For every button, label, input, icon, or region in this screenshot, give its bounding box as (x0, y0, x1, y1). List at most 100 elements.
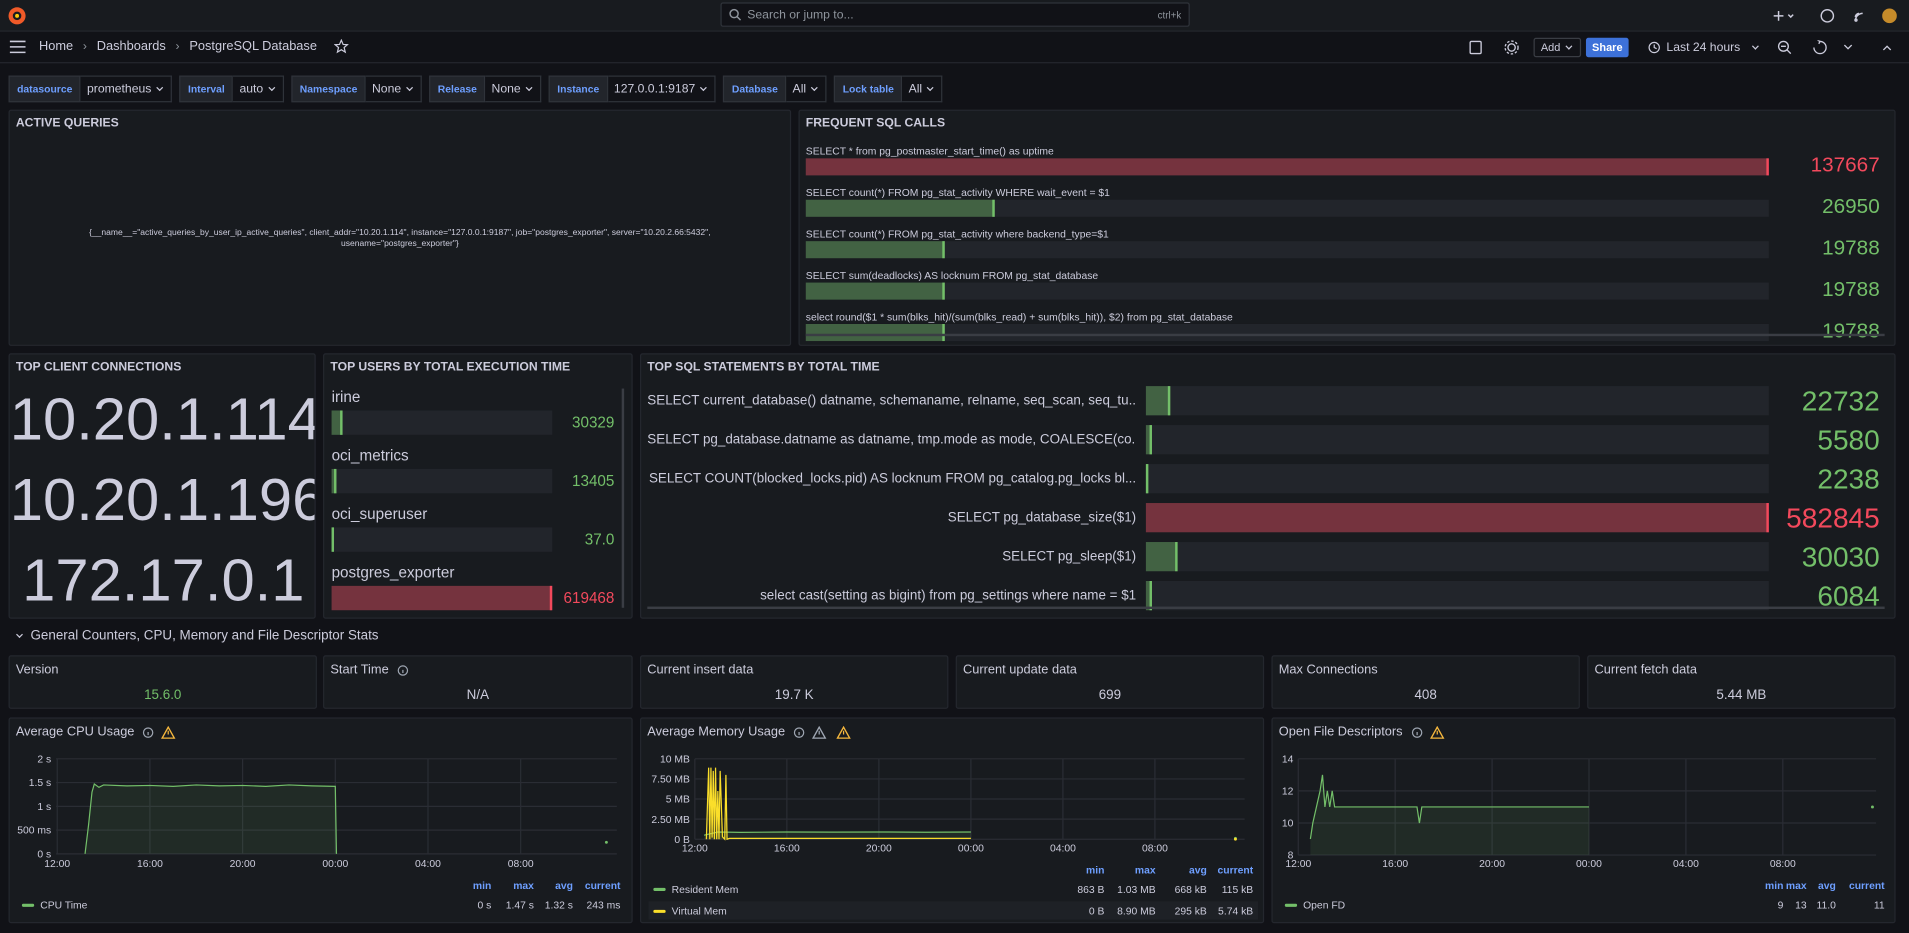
legend-row-bg (648, 901, 1259, 920)
panel-title: Version (16, 663, 59, 678)
bar-value: 30329 (572, 414, 615, 432)
query-label: {__name__="active_queries_by_user_ip_act… (89, 228, 711, 249)
legend-stat: 8.90 MB (1117, 907, 1156, 918)
series-area (1310, 774, 1589, 856)
bar-track (331, 527, 553, 552)
legend-swatch (653, 909, 666, 913)
top-client-panel: TOP CLIENT CONNECTIONS 10.20.1.114 10.20.1… (8, 353, 316, 619)
panel-icons[interactable] (1411, 725, 1445, 739)
share-button[interactable]: Share (1585, 37, 1629, 58)
bar-track (331, 468, 553, 494)
x-tick-label: 20:00 (230, 859, 256, 870)
bar-track (805, 241, 1769, 259)
variable-value: None (491, 82, 521, 96)
x-tick-label: 08:00 (508, 859, 534, 870)
topbar-icons[interactable] (1770, 7, 1904, 24)
variable-select[interactable]: prometheus (80, 75, 173, 103)
stat-value: 19.7 K (774, 688, 814, 703)
panel-title: TOP USERS BY TOTAL EXECUTION TIME (330, 360, 571, 374)
chevron (927, 83, 935, 91)
legend-stat: 1.47 s (506, 901, 534, 912)
y-tick-label: 10 MB (660, 754, 690, 765)
time-picker[interactable]: Last 24 hours (1648, 38, 1760, 57)
breadcrumb[interactable]: PostgreSQL Database (189, 38, 317, 54)
legend-swatch (1284, 903, 1298, 907)
search-box[interactable]: Search or jump to... ctrl+k (720, 2, 1190, 27)
legend-stat: 1.32 s (545, 901, 573, 912)
legend-column-header: current (1849, 881, 1885, 892)
panel-icons[interactable] (143, 725, 177, 739)
row-header[interactable]: General Counters, CPU, Memory and File D… (15, 628, 379, 643)
bar-label: oci_superuser (331, 505, 428, 523)
chart-title: Average Memory Usage (647, 724, 786, 740)
bar-label: SELECT pg_sleep($1) (1002, 549, 1137, 564)
bar (1145, 542, 1178, 572)
top-users-panel: TOP USERS BY TOTAL EXECUTION TIME irine 30… (323, 353, 633, 619)
y-tick-label: 1.5 s (29, 778, 51, 789)
menu-icon[interactable] (9, 40, 26, 54)
x-tick-label: 20:00 (866, 843, 892, 854)
legend-column-header: min (1765, 881, 1783, 892)
panel-title: Start Time (330, 663, 408, 677)
toolbar-icons[interactable] (1468, 40, 1527, 55)
bar-label: SELECT count(*) FROM pg_stat_activity wh… (805, 227, 1109, 240)
stat-panel: Max Connections 408 (1271, 655, 1580, 709)
variable: Release None (429, 75, 542, 103)
variable-select[interactable]: None (485, 75, 542, 103)
variable-label: Namespace (291, 75, 366, 103)
legend-column-header: max (513, 881, 534, 892)
variable-select[interactable]: auto (233, 75, 284, 103)
timeseries-panel: Open File Descriptors 8 10 12 14 12:00 16:00 20… (1271, 717, 1896, 924)
breadcrumb[interactable]: Dashboards (96, 38, 166, 54)
y-tick-label: 1 s (37, 802, 51, 813)
variable-select[interactable]: All (902, 75, 943, 103)
y-tick-label: 0 s (37, 849, 51, 860)
breadcrumb[interactable]: Home (39, 38, 74, 54)
bar-label: SELECT current_database() datname, schem… (647, 393, 1137, 409)
legend-column-header: avg (1818, 881, 1836, 892)
bar (1145, 503, 1769, 533)
legend-column-header: avg (1189, 865, 1207, 876)
variable-select[interactable]: None (365, 75, 422, 103)
bar-track (1145, 542, 1769, 572)
legend-column-header: current (1218, 865, 1254, 876)
search-icon (729, 8, 742, 21)
bar-value: 37.0 (584, 531, 615, 549)
legend-column-header: min (1086, 865, 1104, 876)
bar-track (805, 323, 1769, 342)
variable: Interval auto (179, 75, 284, 103)
star-icon[interactable] (334, 38, 349, 54)
y-tick-label: 7.50 MB (651, 775, 690, 786)
top-sql-panel: TOP SQL STATEMENTS BY TOTAL TIME SELECT c… (639, 353, 1896, 619)
info-icon[interactable] (397, 664, 408, 676)
bar (331, 585, 553, 611)
legend-name: Open FD (1303, 901, 1345, 912)
panel-title: TOP CLIENT CONNECTIONS (15, 360, 182, 374)
bar-value: 26950 (1822, 194, 1880, 219)
bar-value: 19788 (1822, 277, 1880, 301)
panel-title: Current update data (963, 663, 1077, 678)
panel-title: FREQUENT SQL CALLS (805, 116, 946, 131)
bar-value: 582845 (1786, 501, 1880, 534)
variable-select[interactable]: All (786, 75, 827, 103)
variable-select[interactable]: 127.0.0.1:9187 (607, 75, 716, 103)
bar (331, 410, 343, 435)
timeseries-panel: Average CPU Usage 0 s 500 ms 1 s 1.5 s 2 s 12:… (8, 717, 633, 924)
refresh-icons[interactable] (1777, 40, 1899, 55)
y-tick-label: 500 ms (17, 826, 51, 837)
variable: Namespace None (291, 75, 422, 103)
breadcrumb-separator: › (82, 39, 87, 53)
active-queries-panel: ACTIVE QUERIES {__name__="active_queries_… (8, 109, 792, 346)
bar-value: 5580 (1817, 423, 1880, 456)
stat-panel: Start Time N/A (323, 655, 633, 709)
bar-label: SELECT COUNT(blocked_locks.pid) AS lockn… (648, 471, 1137, 486)
bar-value: 2238 (1817, 462, 1880, 495)
variable-label: Database (723, 75, 787, 103)
grafana-logo[interactable] (7, 6, 27, 25)
add-button[interactable]: Add (1533, 37, 1582, 58)
legend-column-header: avg (555, 881, 573, 892)
chevron (406, 83, 414, 91)
stat-value: 699 (1098, 688, 1122, 703)
panel-title: Average CPU Usage (16, 725, 177, 739)
panel-icons[interactable] (793, 725, 853, 739)
